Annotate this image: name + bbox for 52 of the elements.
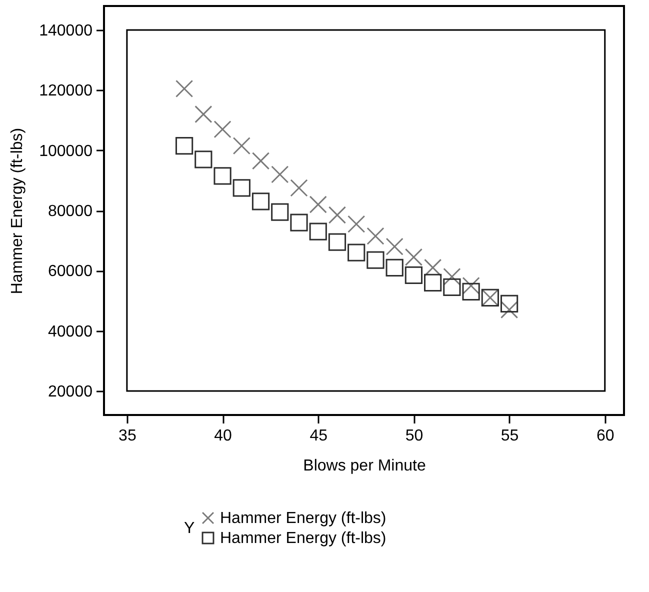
point [366, 227, 384, 245]
point [366, 251, 384, 269]
point [404, 248, 423, 266]
point [500, 294, 518, 313]
point [232, 179, 250, 197]
point [175, 137, 194, 155]
y-tick-label: 60000 [48, 263, 93, 280]
point [290, 214, 308, 232]
point [214, 120, 232, 138]
point [424, 274, 442, 292]
x-tick-label: 55 [500, 428, 519, 444]
x-tick-label: 60 [596, 428, 614, 444]
point [271, 166, 289, 184]
point [309, 196, 327, 214]
y-tick-label: 120000 [39, 82, 93, 100]
point [194, 150, 212, 168]
point [462, 276, 480, 294]
y-tick-label: 40000 [48, 323, 93, 340]
point [232, 137, 250, 155]
point [404, 266, 423, 284]
x-axis-title: Blows per Minute [303, 458, 426, 474]
point [309, 222, 327, 240]
point [500, 300, 518, 319]
y-tick-label: 100000 [39, 142, 93, 160]
point [328, 206, 346, 224]
point [443, 268, 461, 286]
point [252, 192, 270, 210]
legend-label: Hammer Energy (ft-lbs) [220, 510, 386, 527]
point [194, 105, 212, 124]
y-tick-label: 20000 [48, 383, 93, 400]
x-tick-label: 45 [310, 428, 328, 444]
point [328, 233, 346, 251]
legend-label: Hammer Energy (ft-lbs) [220, 530, 386, 547]
x-tick-label: 40 [214, 428, 232, 444]
point [271, 203, 289, 221]
x-tick-label: 50 [405, 428, 424, 444]
point [214, 167, 232, 185]
y-tick-label: 80000 [48, 203, 93, 220]
point [424, 258, 442, 276]
x-tick-label: 35 [118, 428, 136, 444]
point [290, 179, 308, 197]
point [462, 282, 480, 301]
point [386, 238, 404, 256]
point [252, 152, 270, 170]
y-tick-label: 140000 [39, 22, 93, 40]
legend-title: Y [184, 520, 195, 537]
y-axis-title: Hammer Energy (ft-lbs) [9, 128, 26, 294]
point [443, 278, 461, 296]
point [348, 215, 366, 233]
point [175, 80, 194, 98]
point [386, 258, 404, 276]
point [348, 244, 366, 262]
